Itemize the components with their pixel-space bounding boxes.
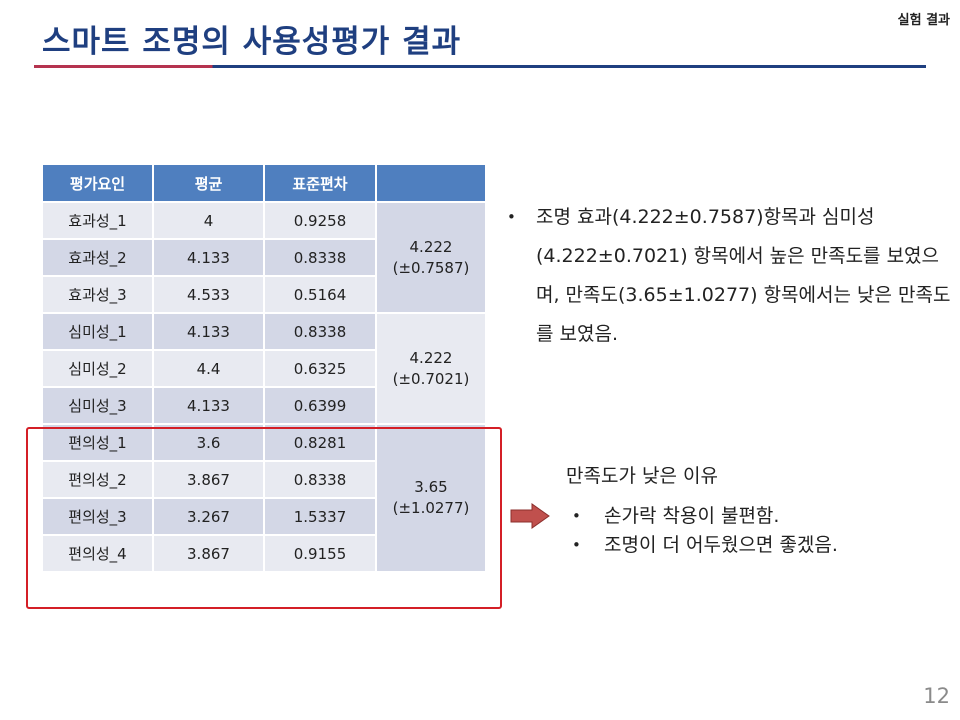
group-mean: 4.222 (409, 348, 453, 367)
right-arrow-icon (510, 503, 550, 529)
slide-title: 스마트 조명의 사용성평가 결과 (42, 24, 462, 60)
bullet-icon: • (572, 507, 581, 525)
cell-factor: 효과성_3 (41, 275, 154, 314)
cell-mean: 4.133 (152, 386, 265, 425)
table-header-row: 평가요인 평균 표준편차 (41, 163, 487, 203)
cell-factor: 편의성_2 (41, 460, 154, 499)
cell-sd: 0.6399 (263, 386, 377, 425)
cell-factor: 편의성_3 (41, 497, 154, 536)
cell-factor: 편의성_4 (41, 534, 154, 573)
bullet-icon: • (572, 536, 581, 554)
cell-mean: 4 (152, 201, 265, 240)
reason-text: 조명이 더 어두웠으면 좋겠음. (604, 534, 838, 556)
header-mean: 평균 (152, 163, 265, 203)
highlight-box (26, 427, 502, 609)
evaluation-table: 평가요인 평균 표준편차 효과성_1 4 0.9258 4.222 (±0.75… (41, 163, 487, 573)
table-row: 심미성_3 4.133 0.6399 (41, 386, 486, 425)
table-row: 효과성_2 4.133 0.8338 (41, 238, 486, 277)
group-summary-convenience: 3.65 (±1.0277) (375, 423, 487, 573)
table-row: 효과성_3 4.533 0.5164 (41, 275, 486, 314)
cell-sd: 0.8338 (263, 460, 377, 499)
cell-factor: 효과성_2 (41, 238, 154, 277)
table-row: 편의성_2 3.867 0.8338 (41, 460, 486, 499)
group-sd: (±0.7587) (392, 258, 470, 277)
cell-factor: 편의성_1 (41, 423, 154, 462)
group-summary-aesthetics: 4.222 (±0.7021) (375, 312, 487, 425)
cell-factor: 심미성_1 (41, 312, 154, 351)
cell-factor: 심미성_2 (41, 349, 154, 388)
cell-sd: 0.5164 (263, 275, 377, 314)
table-row: 효과성_1 4 0.9258 4.222 (±0.7587) (41, 201, 487, 314)
reasons-list: • 손가락 착용이 불편함. • 조명이 더 어두웠으면 좋겠음. (572, 502, 838, 560)
summary-text: 조명 효과(4.222±0.7587)항목과 심미성(4.222±0.7021)… (536, 206, 951, 345)
cell-sd: 0.9258 (263, 201, 377, 240)
cell-factor: 효과성_1 (41, 201, 154, 240)
header-factor: 평가요인 (41, 163, 154, 203)
header-group (375, 163, 487, 203)
cell-sd: 0.8338 (263, 238, 377, 277)
summary-bullet: • 조명 효과(4.222±0.7587)항목과 심미성(4.222±0.702… (507, 198, 957, 354)
group-summary-effect: 4.222 (±0.7587) (375, 201, 487, 314)
cell-mean: 4.133 (152, 312, 265, 351)
cell-sd: 0.6325 (263, 349, 377, 388)
list-item: • 손가락 착용이 불편함. (572, 502, 838, 531)
table-row: 심미성_2 4.4 0.6325 (41, 349, 486, 388)
header-sd: 표준편차 (263, 163, 377, 203)
cell-sd: 0.8281 (263, 423, 377, 462)
cell-mean: 3.867 (152, 460, 265, 499)
page-number: 12 (923, 684, 950, 708)
group-sd: (±0.7021) (392, 369, 470, 388)
table-row: 편의성_1 3.6 0.8281 3.65 (±1.0277) (41, 423, 487, 573)
reasons-title: 만족도가 낮은 이유 (566, 465, 718, 487)
cell-sd: 0.8338 (263, 312, 377, 351)
section-label: 실험 결과 (897, 13, 950, 28)
cell-sd: 0.9155 (263, 534, 377, 573)
title-underline (34, 65, 926, 68)
cell-factor: 심미성_3 (41, 386, 154, 425)
group-sd: (±1.0277) (392, 499, 470, 517)
cell-mean: 3.867 (152, 534, 265, 573)
group-mean: 3.65 (414, 478, 448, 496)
cell-mean: 3.6 (152, 423, 265, 462)
cell-mean: 4.533 (152, 275, 265, 314)
cell-mean: 4.133 (152, 238, 265, 277)
bullet-icon: • (507, 208, 516, 226)
reason-text: 손가락 착용이 불편함. (604, 505, 780, 527)
table-row: 편의성_4 3.867 0.9155 (41, 534, 486, 573)
group-mean: 4.222 (409, 237, 453, 256)
cell-mean: 4.4 (152, 349, 265, 388)
list-item: • 조명이 더 어두웠으면 좋겠음. (572, 531, 838, 560)
table-row: 심미성_1 4.133 0.8338 4.222 (±0.7021) (41, 312, 487, 425)
cell-mean: 3.267 (152, 497, 265, 536)
table-row: 편의성_3 3.267 1.5337 (41, 497, 486, 536)
cell-sd: 1.5337 (263, 497, 377, 536)
